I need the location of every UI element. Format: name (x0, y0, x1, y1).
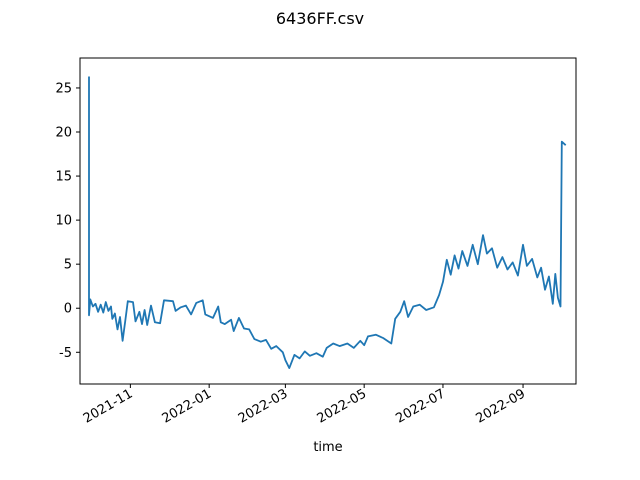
y-tick-label: 15 (55, 170, 72, 185)
y-tick-label: 10 (55, 214, 72, 229)
plot-area (88, 76, 567, 370)
y-tick-label: 5 (64, 258, 72, 273)
y-tick-label: 20 (55, 126, 72, 141)
chart-title: 6436FF.csv (276, 9, 364, 28)
series-line (88, 76, 567, 370)
axes-frame (79, 57, 577, 385)
y-tick-label: -5 (59, 346, 72, 361)
y-tick-label: 25 (55, 81, 72, 96)
x-axis-label: time (313, 440, 342, 455)
y-tick-label: 0 (64, 302, 72, 317)
